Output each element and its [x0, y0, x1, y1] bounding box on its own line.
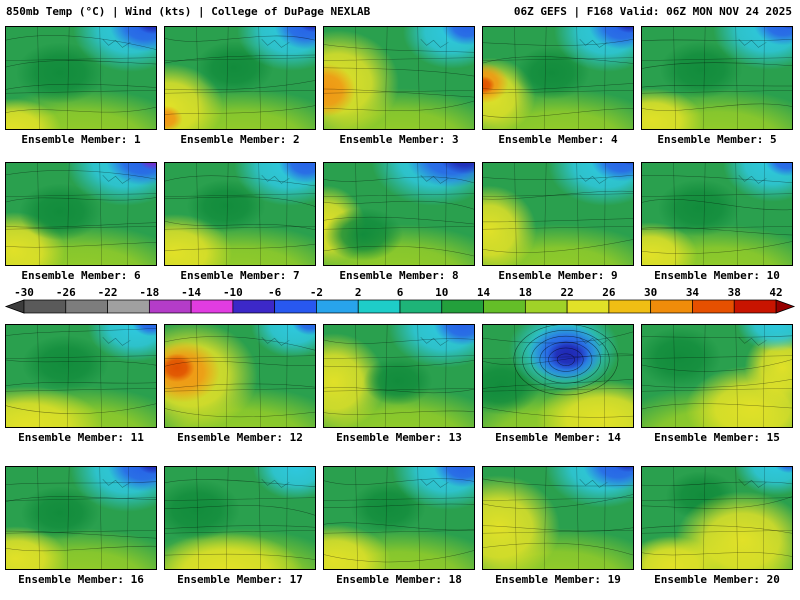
forecast-map-7	[164, 162, 316, 266]
svg-text:42: 42	[769, 286, 782, 299]
ensemble-panel-14: Ensemble Member: 14	[482, 324, 634, 444]
forecast-map-16	[5, 466, 157, 570]
forecast-map-20	[641, 466, 793, 570]
svg-text:38: 38	[728, 286, 741, 299]
member-label-17: Ensemble Member: 17	[177, 573, 303, 586]
forecast-map-5	[641, 26, 793, 130]
member-label-9: Ensemble Member: 9	[498, 269, 618, 282]
member-label-8: Ensemble Member: 8	[339, 269, 459, 282]
svg-text:-10: -10	[223, 286, 243, 299]
ensemble-panel-4: Ensemble Member: 4	[482, 26, 634, 146]
member-label-4: Ensemble Member: 4	[498, 133, 618, 146]
ensemble-panel-6: Ensemble Member: 6	[5, 162, 157, 282]
temperature-colorbar: -30 -26 -22 -18 -14 -10 -6 -2 2 6 10 14 18 22 26 30 34 38…	[0, 286, 800, 320]
forecast-map-8	[323, 162, 475, 266]
svg-text:6: 6	[397, 286, 404, 299]
forecast-map-12	[164, 324, 316, 428]
svg-text:34: 34	[686, 286, 700, 299]
svg-text:-2: -2	[310, 286, 323, 299]
svg-text:30: 30	[644, 286, 657, 299]
member-label-14: Ensemble Member: 14	[495, 431, 621, 444]
forecast-map-14	[482, 324, 634, 428]
ensemble-panel-13: Ensemble Member: 13	[323, 324, 475, 444]
ensemble-panel-12: Ensemble Member: 12	[164, 324, 316, 444]
ensemble-row-1: Ensemble Member: 1 Ensemble Member: 2 Ense…	[0, 26, 800, 146]
member-label-16: Ensemble Member: 16	[18, 573, 144, 586]
member-label-18: Ensemble Member: 18	[336, 573, 462, 586]
forecast-map-2	[164, 26, 316, 130]
ensemble-panel-20: Ensemble Member: 20	[641, 466, 793, 586]
svg-text:10: 10	[435, 286, 448, 299]
forecast-map-13	[323, 324, 475, 428]
svg-text:-26: -26	[56, 286, 76, 299]
svg-text:26: 26	[602, 286, 616, 299]
forecast-map-1	[5, 26, 157, 130]
forecast-map-17	[164, 466, 316, 570]
svg-text:18: 18	[519, 286, 532, 299]
svg-text:22: 22	[560, 286, 573, 299]
forecast-map-19	[482, 466, 634, 570]
member-label-6: Ensemble Member: 6	[21, 269, 141, 282]
ensemble-row-2: Ensemble Member: 6 Ensemble Member: 7 Ense…	[0, 162, 800, 282]
ensemble-panel-11: Ensemble Member: 11	[5, 324, 157, 444]
member-label-20: Ensemble Member: 20	[654, 573, 780, 586]
ensemble-panel-16: Ensemble Member: 16	[5, 466, 157, 586]
member-label-13: Ensemble Member: 13	[336, 431, 462, 444]
member-label-10: Ensemble Member: 10	[654, 269, 780, 282]
ensemble-panel-19: Ensemble Member: 19	[482, 466, 634, 586]
member-label-12: Ensemble Member: 12	[177, 431, 303, 444]
member-label-19: Ensemble Member: 19	[495, 573, 621, 586]
ensemble-panel-8: Ensemble Member: 8	[323, 162, 475, 282]
forecast-map-10	[641, 162, 793, 266]
member-label-15: Ensemble Member: 15	[654, 431, 780, 444]
member-label-5: Ensemble Member: 5	[657, 133, 777, 146]
member-label-7: Ensemble Member: 7	[180, 269, 300, 282]
svg-text:-14: -14	[181, 286, 201, 299]
run-valid-info: 06Z GEFS | F168 Valid: 06Z MON NOV 24 20…	[513, 5, 792, 18]
forecast-map-11	[5, 324, 157, 428]
svg-text:-6: -6	[268, 286, 282, 299]
forecast-map-9	[482, 162, 634, 266]
forecast-map-18	[323, 466, 475, 570]
svg-text:14: 14	[477, 286, 491, 299]
header: 850mb Temp (°C) | Wind (kts) | College o…	[0, 0, 800, 20]
ensemble-panel-15: Ensemble Member: 15	[641, 324, 793, 444]
ensemble-panel-7: Ensemble Member: 7	[164, 162, 316, 282]
svg-text:-18: -18	[139, 286, 159, 299]
ensemble-row-3: Ensemble Member: 11 Ensemble Member: 12 En…	[0, 324, 800, 444]
ensemble-panel-2: Ensemble Member: 2	[164, 26, 316, 146]
svg-text:2: 2	[355, 286, 362, 299]
member-label-3: Ensemble Member: 3	[339, 133, 459, 146]
ensemble-panel-1: Ensemble Member: 1	[5, 26, 157, 146]
member-label-1: Ensemble Member: 1	[21, 133, 141, 146]
member-label-2: Ensemble Member: 2	[180, 133, 300, 146]
forecast-map-6	[5, 162, 157, 266]
svg-text:-30: -30	[14, 286, 34, 299]
forecast-map-3	[323, 26, 475, 130]
ensemble-panel-18: Ensemble Member: 18	[323, 466, 475, 586]
forecast-map-15	[641, 324, 793, 428]
product-title: 850mb Temp (°C) | Wind (kts) | College o…	[6, 5, 371, 18]
member-label-11: Ensemble Member: 11	[18, 431, 144, 444]
ensemble-row-4: Ensemble Member: 16 Ensemble Member: 17 En…	[0, 466, 800, 586]
ensemble-panel-9: Ensemble Member: 9	[482, 162, 634, 282]
ensemble-panel-3: Ensemble Member: 3	[323, 26, 475, 146]
ensemble-panel-5: Ensemble Member: 5	[641, 26, 793, 146]
ensemble-panel-10: Ensemble Member: 10	[641, 162, 793, 282]
svg-text:-22: -22	[98, 286, 118, 299]
forecast-map-4	[482, 26, 634, 130]
colorbar-svg: -30 -26 -22 -18 -14 -10 -6 -2 2 6 10 14 18 22 26 30 34 38…	[4, 286, 796, 314]
ensemble-panel-17: Ensemble Member: 17	[164, 466, 316, 586]
